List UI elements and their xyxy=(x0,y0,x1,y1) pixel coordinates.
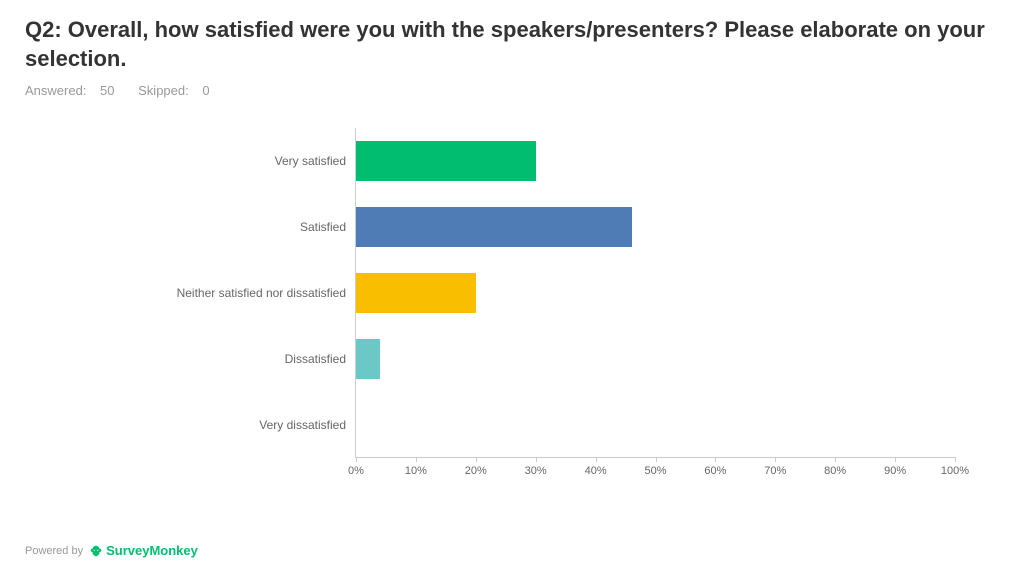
x-tick-label: 80% xyxy=(824,465,846,477)
x-tick-label: 0% xyxy=(348,465,364,477)
satisfaction-bar-chart: Very satisfiedSatisfiedNeither satisfied… xyxy=(325,118,985,488)
x-tick-label: 60% xyxy=(704,465,726,477)
surveymonkey-logo: SurveyMonkey xyxy=(89,543,198,558)
x-tick-label: 50% xyxy=(644,465,666,477)
bar xyxy=(356,141,536,181)
x-tick-label: 90% xyxy=(884,465,906,477)
x-tick-label: 70% xyxy=(764,465,786,477)
x-tick-label: 20% xyxy=(465,465,487,477)
chart-row: Very satisfied xyxy=(356,128,955,194)
question-title: Q2: Overall, how satisfied were you with… xyxy=(25,16,999,73)
x-tick xyxy=(895,457,896,462)
response-meta: Answered: 50 Skipped: 0 xyxy=(25,83,999,98)
chart-row: Neither satisfied nor dissatisfied xyxy=(356,260,955,326)
x-tick xyxy=(955,457,956,462)
x-tick-label: 40% xyxy=(585,465,607,477)
category-label: Neither satisfied nor dissatisfied xyxy=(177,286,346,300)
category-label: Very dissatisfied xyxy=(259,418,346,432)
x-tick-label: 100% xyxy=(941,465,969,477)
x-tick-label: 10% xyxy=(405,465,427,477)
category-label: Very satisfied xyxy=(275,154,346,168)
chart-row: Dissatisfied xyxy=(356,326,955,392)
x-tick xyxy=(416,457,417,462)
x-tick xyxy=(356,457,357,462)
category-label: Satisfied xyxy=(300,220,346,234)
x-tick xyxy=(775,457,776,462)
monkey-icon xyxy=(89,544,103,558)
chart-row: Very dissatisfied xyxy=(356,392,955,458)
footer: Powered by SurveyMonkey xyxy=(25,543,198,558)
powered-by-label: Powered by xyxy=(25,545,83,557)
chart-row: Satisfied xyxy=(356,194,955,260)
x-tick xyxy=(715,457,716,462)
x-tick-label: 30% xyxy=(525,465,547,477)
bar xyxy=(356,273,476,313)
skipped-label: Skipped: 0 xyxy=(138,83,219,98)
category-label: Dissatisfied xyxy=(285,352,346,366)
bar xyxy=(356,207,632,247)
brand-name: SurveyMonkey xyxy=(106,543,198,558)
x-tick xyxy=(596,457,597,462)
x-tick xyxy=(656,457,657,462)
x-tick xyxy=(536,457,537,462)
x-tick xyxy=(476,457,477,462)
bar xyxy=(356,339,380,379)
x-tick xyxy=(835,457,836,462)
answered-label: Answered: 50 xyxy=(25,83,125,98)
